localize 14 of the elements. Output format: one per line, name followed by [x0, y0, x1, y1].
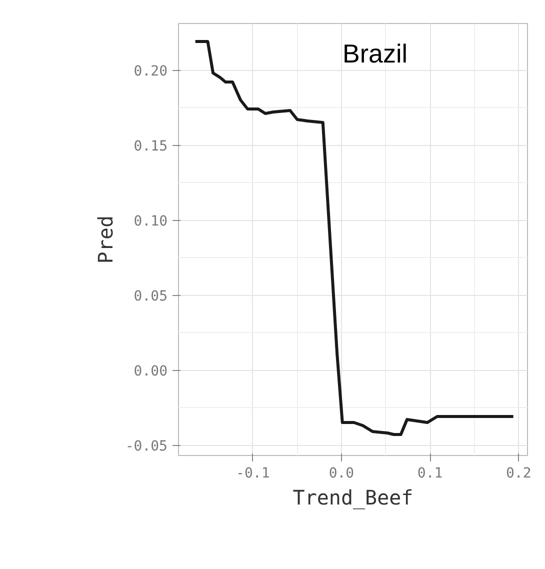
y-tick-label: 0.10: [134, 214, 168, 230]
line-series: [194, 40, 515, 436]
y-tick-label: 0.20: [134, 64, 168, 80]
y-tick-label: -0.05: [125, 438, 168, 454]
x-axis-title: Trend_Beef: [292, 486, 414, 510]
x-tick-label: -0.1: [236, 466, 270, 482]
x-tick-label: 0.2: [506, 466, 532, 482]
y-axis-title: Pred: [93, 215, 118, 264]
annotation: Brazil: [342, 38, 408, 69]
y-tick-label: 0.00: [134, 364, 168, 380]
y-tick-label: 0.05: [134, 288, 168, 304]
x-tick-label: 0.1: [417, 466, 443, 482]
x-tick-label: 0.0: [328, 466, 354, 482]
y-tick-label: 0.15: [134, 138, 168, 154]
